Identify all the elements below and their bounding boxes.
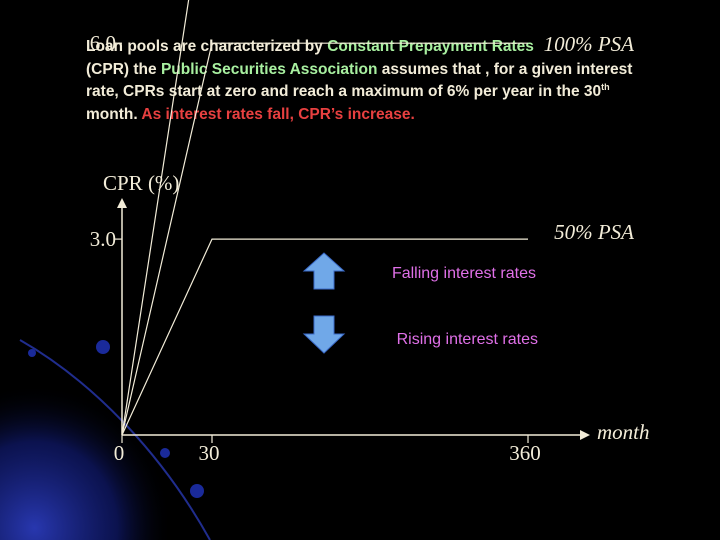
intro-text: assumes that , for a given interest rate… [86, 60, 633, 101]
x-axis-arrowhead [580, 430, 590, 440]
psa-series-line [121, 238, 528, 436]
intro-emphasis: As interest rates fall, CPR’s increase. [141, 105, 415, 123]
intro-text: (CPR) [86, 60, 130, 78]
y-axis-title: CPR (%) [103, 171, 179, 195]
series-label: 100% PSA [544, 32, 635, 56]
psa-series-line [121, 0, 190, 436]
annotation-rising-rates: Rising interest rates [397, 331, 538, 348]
annotation-falling-rates: Falling interest rates [392, 265, 536, 282]
x-tick-label: 30 [199, 441, 220, 465]
decor-dot [28, 349, 36, 357]
y-axis-arrowhead [117, 198, 127, 208]
intro-highlight-psa: Public Securities Association [160, 60, 378, 78]
intro-highlight-cpr: Constant Prepayment Rates [327, 38, 534, 55]
x-tick-label: 0 [114, 441, 125, 465]
x-tick-label: 360 [509, 441, 541, 465]
y-tick-label: 6.0 [90, 31, 116, 55]
rate-arrows: Falling interest rates Rising interest ra… [302, 252, 538, 354]
decor-dot [160, 448, 170, 458]
y-tick-label: 3.0 [90, 227, 116, 251]
series-label: 50% PSA [554, 220, 634, 244]
intro-paragraph: Loan pools are characterized by Constant… [86, 36, 646, 126]
chart-series [121, 0, 528, 436]
chart-axes [117, 198, 590, 440]
intro-text: the [129, 60, 161, 78]
intro-superscript: th [601, 81, 610, 92]
intro-text: Loan pools are characterized by [86, 38, 328, 55]
x-axis-title: month [597, 420, 650, 444]
up-arrow-icon [302, 252, 346, 290]
down-arrow-icon [302, 315, 346, 354]
psa-series-line [121, 42, 528, 436]
decor-dot [96, 340, 110, 354]
intro-text: . [133, 105, 142, 123]
intro-text: month [86, 105, 134, 123]
decor-dot [190, 484, 204, 498]
